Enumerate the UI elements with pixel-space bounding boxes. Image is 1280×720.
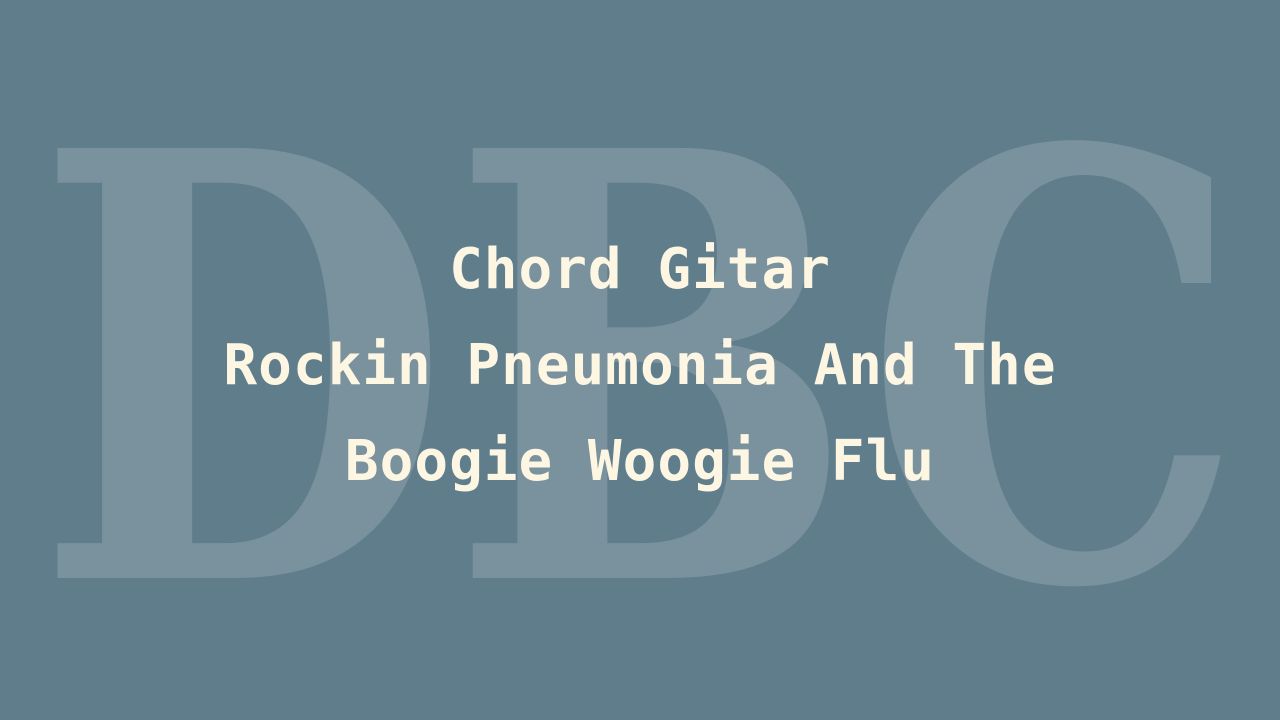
- watermark-text: DBC: [35, 25, 1245, 718]
- title-line-2: Rockin Pneumonia And The: [223, 333, 1057, 398]
- title-line-1: Chord Gitar: [449, 237, 831, 302]
- title-line-3: Boogie Woogie Flu: [344, 429, 936, 494]
